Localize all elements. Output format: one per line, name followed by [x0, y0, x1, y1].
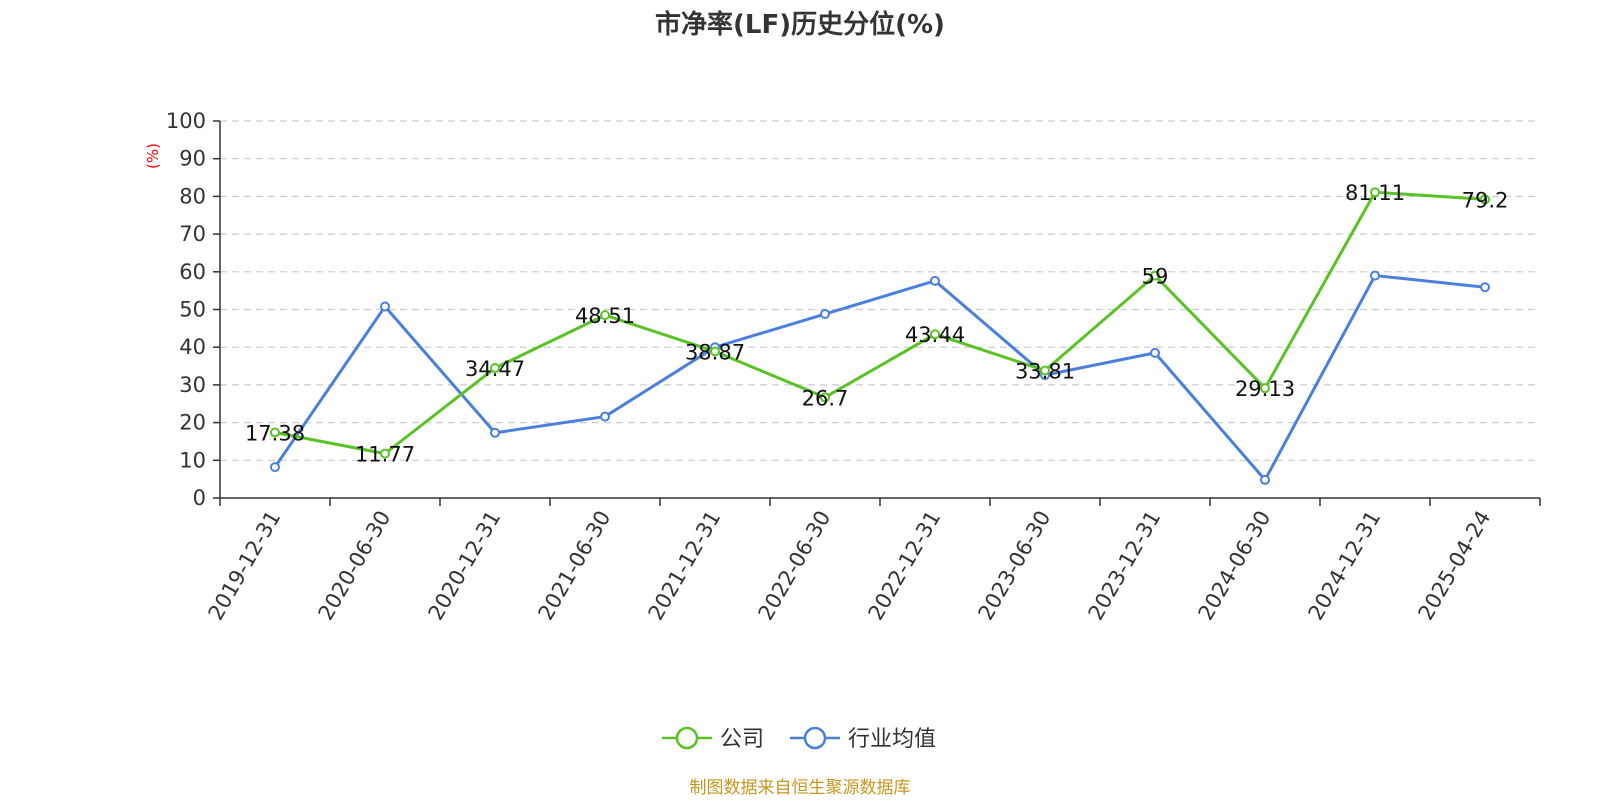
- gridlines: [220, 120, 1540, 461]
- data-point[interactable]: [380, 448, 390, 459]
- y-tick-label: 0: [193, 486, 206, 510]
- legend[interactable]: 公司 行业均值: [662, 726, 936, 752]
- y-tick-label: 60: [179, 260, 206, 284]
- data-label: 34.47: [465, 357, 525, 381]
- y-tick-label: 70: [179, 222, 206, 246]
- y-axis-unit: (%): [144, 143, 162, 169]
- x-tick-label: 2024-06-30: [1194, 507, 1276, 625]
- data-point[interactable]: [820, 309, 830, 320]
- data-point[interactable]: [1370, 270, 1380, 281]
- legend-label: 行业均值: [848, 727, 936, 752]
- y-tick-label: 40: [179, 335, 206, 359]
- chart-title: 市净率(LF)历史分位(%): [655, 9, 945, 40]
- x-tick-label: 2020-06-30: [314, 507, 396, 625]
- data-point[interactable]: [490, 427, 500, 438]
- data-label: 59: [1142, 265, 1169, 289]
- y-tick-label: 30: [179, 373, 206, 397]
- data-label: 81.11: [1345, 181, 1405, 205]
- x-tick-label: 2020-12-31: [424, 507, 506, 625]
- data-point[interactable]: [930, 329, 940, 340]
- data-point[interactable]: [1370, 187, 1380, 198]
- data-label: 43.44: [905, 323, 965, 347]
- series-line-1: [273, 274, 1486, 482]
- data-labels: 17.38 11.77 34.47 48.51 38.87 26.7 43.44 33.81 5…: [245, 181, 1508, 466]
- data-point[interactable]: [1260, 474, 1270, 485]
- series-lines: [270, 187, 1490, 485]
- y-tick-label: 80: [179, 184, 206, 208]
- y-tick-label: 100: [166, 109, 206, 133]
- data-point[interactable]: [710, 346, 720, 357]
- data-label: 48.51: [575, 304, 635, 328]
- data-label: 33.81: [1015, 360, 1075, 384]
- x-tick-label: 2024-12-31: [1304, 507, 1386, 625]
- data-point[interactable]: [1040, 365, 1050, 376]
- data-point[interactable]: [270, 427, 280, 438]
- legend-item-0[interactable]: 公司: [662, 726, 764, 752]
- legend-marker: [803, 726, 827, 750]
- data-point[interactable]: [930, 275, 940, 286]
- y-tick-label: 50: [179, 298, 206, 322]
- data-label: 26.7: [802, 386, 849, 410]
- axes: 0 10 20 30 40 50 60 70 80 90 100 2019-12-31 2020-06-…: [166, 109, 1541, 625]
- x-tick-label: 2021-06-30: [534, 507, 616, 625]
- x-tick-label: 2021-12-31: [644, 507, 726, 625]
- data-point[interactable]: [1480, 194, 1490, 205]
- x-tick-label: 2022-06-30: [754, 507, 836, 625]
- data-point[interactable]: [270, 462, 280, 473]
- data-point[interactable]: [380, 301, 390, 312]
- x-tick-label: 2023-12-31: [1084, 507, 1166, 625]
- source-note: 制图数据来自恒生聚源数据库: [690, 778, 911, 798]
- legend-item-1[interactable]: 行业均值: [790, 726, 936, 752]
- data-point[interactable]: [600, 310, 610, 321]
- data-label: 17.38: [245, 421, 305, 445]
- x-tick-label: 2023-06-30: [974, 507, 1056, 625]
- data-label: 38.87: [685, 340, 745, 364]
- legend-label: 公司: [720, 727, 764, 752]
- data-point[interactable]: [1480, 282, 1490, 293]
- data-point[interactable]: [1260, 383, 1270, 394]
- data-label: 11.77: [355, 443, 415, 467]
- data-point[interactable]: [600, 411, 610, 422]
- data-point[interactable]: [1150, 270, 1160, 281]
- y-tick-label: 20: [179, 411, 206, 435]
- data-point[interactable]: [1150, 347, 1160, 358]
- x-tick-label: 2022-12-31: [864, 507, 946, 625]
- data-point[interactable]: [490, 363, 500, 374]
- data-label: 29.13: [1235, 377, 1295, 401]
- y-tick-label: 10: [179, 448, 206, 472]
- series-line-0: [274, 190, 1486, 456]
- x-tick-label: 2025-04-24: [1414, 507, 1496, 625]
- legend-marker: [675, 726, 699, 750]
- data-point[interactable]: [820, 392, 830, 403]
- y-tick-label: 90: [179, 147, 206, 171]
- data-label: 79.2: [1462, 188, 1509, 212]
- x-tick-label: 2019-12-31: [204, 507, 286, 625]
